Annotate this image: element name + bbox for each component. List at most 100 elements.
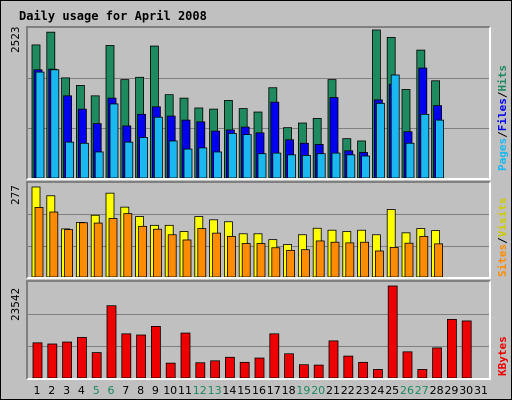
pages-bar: [139, 137, 148, 178]
kbytes-bar: [328, 340, 339, 378]
legend-sep: /: [496, 131, 509, 138]
kbytes-bar: [239, 361, 250, 378]
kbytes-ymax-label: 23542: [9, 287, 22, 321]
pages-bar: [301, 155, 311, 178]
pages-bar: [109, 103, 119, 178]
pages-bar: [331, 152, 341, 178]
visits-ymax-label: 277: [9, 185, 22, 205]
kbytes-bar: [224, 356, 235, 378]
pages-bar: [94, 151, 104, 178]
sites-bar: [315, 240, 325, 277]
sites-bar: [123, 213, 133, 277]
hits-files-pages-plot: [28, 29, 489, 178]
x-tick-label: 1: [34, 384, 41, 397]
x-tick-label: 24: [370, 384, 384, 397]
hits-ymax-label: 2523: [9, 26, 22, 54]
pages-bar: [346, 154, 356, 178]
x-tick-label: 27: [415, 384, 429, 397]
sites-bar: [93, 222, 103, 277]
kbytes-bar: [446, 318, 457, 378]
chart-title: Daily usage for April 2008: [19, 9, 207, 23]
pages-bar: [287, 154, 297, 178]
kbytes-bar: [47, 343, 58, 378]
x-tick-label: 25: [385, 384, 399, 397]
sites-bar: [434, 243, 444, 277]
kbytes-bar: [284, 353, 295, 378]
x-tick-label: 29: [444, 384, 458, 397]
pages-bar: [50, 69, 60, 178]
sites-bar: [300, 249, 310, 277]
x-tick-label: 14: [222, 384, 236, 397]
pages-bar: [361, 155, 371, 178]
x-tick-label: 22: [341, 384, 355, 397]
sites-bar: [374, 250, 384, 277]
x-tick-label: 20: [311, 384, 325, 397]
sites-bar: [108, 218, 118, 277]
kbytes-bar: [121, 333, 132, 378]
kbytes-legend: KBytes: [496, 336, 509, 376]
pages-bar: [435, 119, 445, 178]
legend-sites: Sites: [496, 243, 509, 277]
pages-bar: [124, 141, 134, 178]
visits-bar: [386, 209, 396, 277]
sites-bar: [197, 228, 207, 277]
sites-bar: [212, 232, 222, 277]
hits-files-pages-panel: [26, 26, 491, 180]
files-bar: [329, 97, 339, 178]
legend-sep: /: [496, 91, 509, 99]
kbytes-bar: [358, 361, 369, 378]
x-tick-label: 6: [108, 384, 115, 397]
pages-bar: [154, 116, 163, 178]
x-tick-label: 8: [137, 384, 144, 397]
x-tick-label: 16: [252, 384, 266, 397]
kbytes-bar: [180, 332, 191, 378]
pages-bar: [183, 148, 193, 178]
kbytes-bar: [62, 341, 72, 378]
legend-pages: Pages: [496, 137, 509, 171]
sites-bar: [256, 243, 266, 277]
sites-bar: [64, 229, 73, 277]
legend-kbytes: KBytes: [496, 336, 509, 376]
pages-bar: [405, 142, 415, 178]
x-tick-label: 23: [356, 384, 370, 397]
sites-bar: [167, 234, 177, 277]
visits-sites-legend: Sites/Visits: [496, 198, 509, 278]
pages-bar: [375, 102, 385, 178]
x-tick-label: 11: [178, 384, 192, 397]
x-tick-label: 19: [296, 384, 310, 397]
sites-bar: [404, 242, 414, 277]
pages-bar: [35, 71, 45, 178]
kbytes-bar: [298, 364, 309, 378]
kbytes-bar: [461, 320, 472, 378]
pages-bar: [257, 153, 267, 178]
kbytes-bar: [106, 305, 117, 378]
x-tick-label: 3: [63, 384, 70, 397]
kbytes-bar: [136, 334, 146, 378]
sites-bar: [182, 239, 192, 277]
sites-bar: [345, 242, 355, 277]
sites-bar: [226, 235, 236, 277]
kbytes-bar: [432, 347, 443, 378]
kbytes-plot: [28, 285, 489, 378]
x-tick-label: 2: [48, 384, 55, 397]
x-tick-label: 21: [326, 384, 340, 397]
x-tick-label: 13: [208, 384, 222, 397]
files-bar: [63, 95, 72, 178]
pages-bar: [272, 152, 282, 178]
x-tick-label: 17: [267, 384, 281, 397]
pages-bar: [65, 141, 74, 178]
x-tick-label: 4: [78, 384, 85, 397]
legend-files: Files: [496, 98, 509, 132]
pages-bar: [390, 74, 400, 178]
sites-bar: [389, 247, 399, 277]
kbytes-bar: [269, 333, 280, 378]
kbytes-bar: [372, 369, 383, 378]
x-tick-label: 18: [282, 384, 296, 397]
sites-bar: [419, 235, 429, 277]
x-tick-label: 12: [193, 384, 207, 397]
kbytes-bar: [402, 351, 413, 378]
files-bar: [270, 101, 280, 178]
pages-bar: [198, 147, 208, 178]
x-tick-label: 9: [152, 384, 159, 397]
